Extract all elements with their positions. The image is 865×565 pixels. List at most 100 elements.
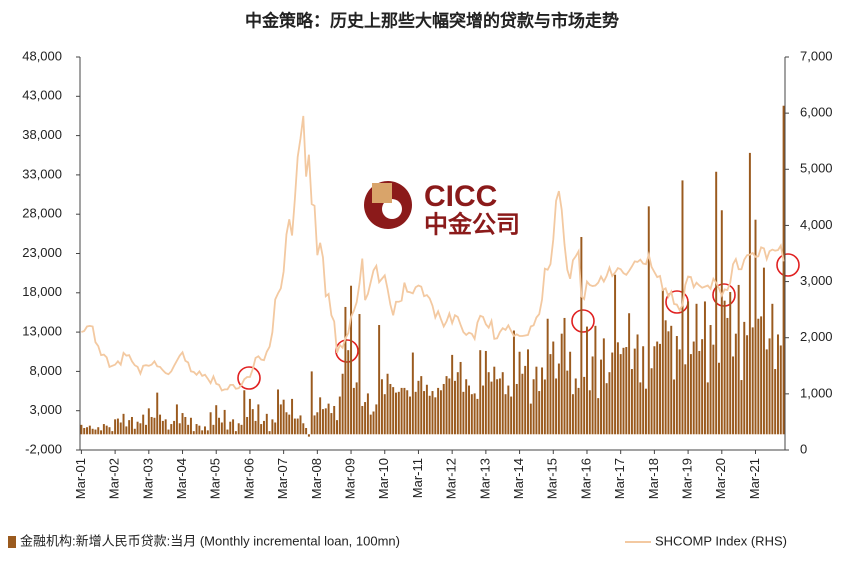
bar — [498, 378, 501, 435]
bar — [366, 393, 369, 435]
bar — [209, 412, 212, 435]
bar — [501, 372, 504, 435]
bar — [403, 387, 406, 435]
bar — [521, 373, 524, 435]
bar — [748, 152, 751, 435]
bar — [762, 267, 765, 435]
highlight-circle — [335, 339, 359, 363]
bar — [720, 210, 723, 435]
y-tick-label: 3,000 — [29, 402, 62, 417]
bar — [392, 387, 395, 435]
bar — [734, 333, 737, 435]
y-tick-label: 28,000 — [22, 206, 62, 221]
bar — [726, 317, 729, 435]
bar — [316, 412, 319, 435]
bar — [765, 349, 768, 435]
bar — [400, 387, 403, 435]
bar — [625, 347, 628, 435]
logo-mark — [372, 183, 392, 203]
bar — [664, 320, 667, 435]
bar — [358, 314, 361, 435]
bar — [240, 424, 243, 435]
bar — [670, 325, 673, 435]
bar — [333, 405, 336, 435]
bar — [80, 424, 83, 435]
bar — [425, 384, 428, 435]
bar — [504, 394, 507, 435]
bar — [164, 419, 167, 435]
bar — [409, 396, 412, 435]
bar — [706, 382, 709, 435]
bar — [341, 373, 344, 435]
bar — [150, 416, 153, 435]
y-tick-label: 33,000 — [22, 166, 62, 181]
bar — [636, 334, 639, 435]
bar — [507, 385, 510, 435]
bar — [689, 354, 692, 435]
bar — [779, 345, 782, 435]
bar — [116, 418, 119, 435]
bar — [518, 351, 521, 435]
bar — [569, 351, 572, 435]
bar — [675, 336, 678, 435]
bar — [293, 418, 296, 435]
bar — [746, 335, 749, 435]
bar — [557, 363, 560, 435]
x-tick-label: Mar-13 — [477, 458, 492, 499]
bar — [277, 389, 280, 435]
bar — [695, 303, 698, 435]
bar — [479, 350, 482, 435]
bar — [319, 397, 322, 435]
x-tick-label: Mar-20 — [713, 458, 728, 499]
bar — [616, 342, 619, 435]
bar — [260, 424, 263, 435]
x-tick-label: Mar-01 — [73, 458, 88, 499]
bar — [234, 431, 237, 435]
bar — [740, 380, 743, 435]
bar — [305, 427, 308, 435]
bar — [299, 415, 302, 435]
bar — [774, 369, 777, 435]
bar — [552, 341, 555, 435]
bar — [614, 274, 617, 435]
bar — [142, 414, 145, 435]
bar — [262, 420, 265, 435]
bar — [100, 430, 103, 435]
bar — [732, 356, 735, 435]
bar — [147, 408, 150, 435]
line — [81, 115, 785, 392]
bar — [754, 219, 757, 435]
bar — [597, 398, 600, 435]
bar — [372, 411, 375, 435]
bar — [336, 420, 338, 435]
bar — [529, 403, 532, 435]
logo: CICC 中金公司 — [364, 180, 520, 238]
bar — [307, 434, 310, 437]
bar — [184, 416, 187, 435]
x-tick-label: Mar-03 — [140, 458, 155, 499]
bar — [417, 380, 420, 435]
bar — [470, 394, 473, 435]
y2-tick-label: 5,000 — [800, 161, 833, 176]
x-tick-label: Mar-18 — [646, 458, 661, 499]
bar — [549, 354, 552, 435]
bar — [583, 376, 586, 435]
bar — [88, 425, 91, 435]
bar — [125, 426, 128, 435]
x-tick-label: Mar-17 — [612, 458, 627, 499]
bar — [678, 349, 681, 435]
bar — [229, 421, 232, 435]
highlight-circle — [776, 253, 800, 277]
bar — [512, 330, 515, 435]
bar — [128, 420, 131, 435]
bar — [271, 419, 274, 435]
bar — [111, 431, 114, 435]
bar — [195, 424, 198, 435]
bar — [490, 381, 493, 435]
bar — [571, 394, 574, 435]
bar — [493, 366, 496, 435]
bar — [254, 420, 257, 435]
bar-series — [80, 105, 785, 437]
logo-mark — [382, 199, 402, 219]
